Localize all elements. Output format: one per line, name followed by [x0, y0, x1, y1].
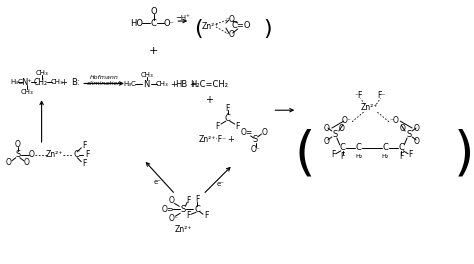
Text: C: C [225, 114, 231, 123]
Text: H₂C=CH₂: H₂C=CH₂ [190, 80, 228, 89]
Text: HB: HB [175, 80, 187, 89]
Text: S: S [15, 150, 20, 159]
Text: (: ( [194, 19, 202, 39]
Text: F: F [204, 211, 208, 220]
Text: O: O [324, 137, 330, 147]
Text: C: C [356, 143, 362, 152]
Text: ): ) [263, 19, 272, 39]
Text: H₃C: H₃C [123, 82, 136, 87]
Text: O: O [15, 140, 21, 149]
Text: ⁻F: ⁻F [355, 91, 363, 100]
Text: CH₃: CH₃ [20, 89, 33, 95]
Text: N: N [144, 80, 150, 89]
Text: HO: HO [130, 18, 143, 27]
Text: ⁻O: ⁻O [226, 30, 236, 39]
Text: ⁻O: ⁻O [389, 116, 399, 125]
Text: O: O [339, 124, 345, 133]
Text: F: F [82, 159, 86, 168]
Text: F⁻: F⁻ [377, 91, 385, 100]
Text: +: + [60, 78, 67, 87]
Text: F: F [340, 152, 345, 161]
Text: O: O [6, 158, 12, 167]
Text: O: O [399, 124, 405, 133]
Text: −H⁺: −H⁺ [175, 15, 190, 21]
Text: S: S [253, 135, 258, 144]
Text: Zn²⁺: Zn²⁺ [361, 103, 378, 112]
Text: N⁺: N⁺ [21, 78, 32, 87]
Text: O: O [168, 196, 174, 205]
Text: +: + [149, 46, 158, 56]
Text: CH₃: CH₃ [140, 72, 153, 78]
Text: ·: · [226, 109, 230, 119]
Text: CH₂: CH₂ [34, 78, 48, 87]
Text: F: F [195, 195, 200, 204]
Text: O⁻: O⁻ [342, 116, 352, 125]
Text: O: O [24, 158, 30, 167]
Text: F: F [408, 150, 412, 159]
Text: C: C [151, 18, 156, 27]
Text: O: O [414, 124, 420, 133]
Text: F: F [399, 152, 403, 161]
Text: F: F [236, 121, 240, 131]
Text: CH₃: CH₃ [35, 69, 48, 76]
Text: C: C [383, 143, 388, 152]
Text: C=O: C=O [232, 21, 252, 30]
Text: F: F [226, 104, 230, 113]
Text: +: + [205, 95, 213, 105]
Text: +: + [189, 80, 196, 89]
Text: CH₃: CH₃ [156, 82, 169, 87]
Text: O⁻: O⁻ [168, 214, 178, 223]
Text: O: O [150, 7, 157, 16]
Text: Zn²⁺·F⁻: Zn²⁺·F⁻ [199, 135, 227, 144]
Text: H₂: H₂ [355, 154, 362, 159]
Text: S: S [332, 130, 337, 139]
Text: O: O [262, 129, 267, 138]
Text: ): ) [453, 129, 474, 181]
Text: C: C [340, 143, 346, 152]
Text: F: F [82, 141, 86, 150]
Text: F: F [332, 150, 336, 159]
Text: O: O [414, 137, 420, 147]
Text: ⁻O: ⁻O [226, 15, 236, 23]
Text: Hofmann: Hofmann [90, 75, 118, 80]
Text: e⁻: e⁻ [154, 178, 162, 185]
Text: O: O [29, 150, 35, 159]
Text: e⁻: e⁻ [217, 181, 225, 186]
Text: O: O [324, 124, 330, 133]
Text: +: + [228, 135, 234, 144]
Text: F: F [186, 196, 191, 205]
Text: S: S [407, 130, 412, 139]
Text: F: F [85, 150, 90, 159]
Text: +: + [170, 80, 177, 89]
Text: C: C [194, 205, 200, 214]
Text: O⁻: O⁻ [251, 145, 261, 154]
Text: Zn²⁺: Zn²⁺ [201, 21, 219, 31]
Text: CH₃: CH₃ [51, 79, 64, 86]
Text: O=: O= [240, 129, 253, 138]
Text: elimination: elimination [86, 81, 122, 86]
Text: C: C [73, 150, 79, 159]
Text: C: C [398, 143, 404, 152]
Text: Zn²⁺: Zn²⁺ [174, 225, 192, 234]
Text: (: ( [295, 129, 315, 181]
Text: S: S [181, 205, 186, 214]
Text: H₃C: H₃C [10, 79, 23, 86]
Text: Zn²⁺: Zn²⁺ [46, 150, 63, 159]
Text: F: F [216, 121, 220, 131]
Text: O⁻: O⁻ [164, 18, 175, 27]
Text: O=: O= [161, 205, 173, 214]
Text: H₂: H₂ [382, 154, 389, 159]
Text: B:: B: [71, 78, 80, 87]
Text: F: F [186, 211, 191, 220]
